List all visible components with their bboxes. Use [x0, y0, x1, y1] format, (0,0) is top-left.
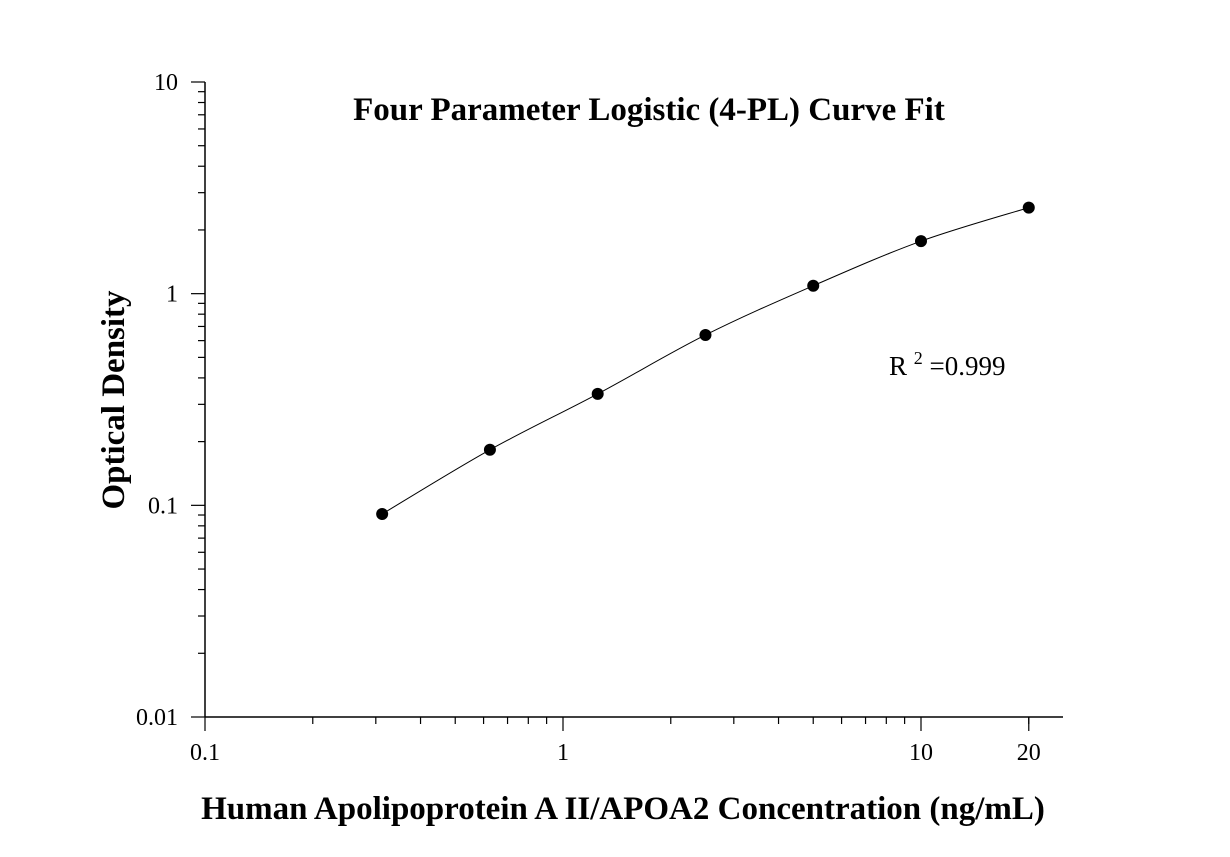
data-point: [915, 235, 927, 248]
x-axis-tick-labels: 0.1 1 10 20: [190, 740, 1041, 766]
y-axis-tick-labels: 0.01 0.1 1 10: [136, 70, 178, 731]
data-point: [807, 279, 820, 292]
chart-title: Four Parameter Logistic (4-PL) Curve Fit: [353, 92, 945, 128]
r-squared-superscript: 2: [914, 348, 923, 368]
y-tick-label: 0.01: [136, 705, 178, 731]
data-points: [376, 201, 1035, 521]
x-axis-label: Human Apolipoprotein A II/APOA2 Concentr…: [201, 791, 1045, 827]
data-point: [376, 508, 389, 521]
r-squared-annotation: R 2 =0.999: [889, 340, 1006, 381]
plot-frame: [204, 82, 1063, 718]
y-tick-label: 10: [154, 70, 178, 96]
x-tick-label: 20: [1017, 740, 1041, 766]
x-axis-ticks: [204, 717, 1030, 731]
y-tick-label: 1: [166, 282, 178, 308]
data-point: [591, 387, 604, 400]
r-squared-value: =0.999: [930, 351, 1006, 381]
y-axis-label: Optical Density: [96, 290, 132, 510]
y-tick-label: 0.1: [148, 493, 178, 519]
y-axis-ticks: [191, 81, 205, 718]
x-tick-label: 1: [557, 740, 569, 766]
data-point: [699, 328, 712, 341]
r-squared-label: R: [889, 351, 907, 381]
data-point: [483, 443, 496, 456]
data-point: [1022, 201, 1035, 214]
x-tick-label: 0.1: [190, 740, 220, 766]
x-tick-label: 10: [909, 740, 933, 766]
